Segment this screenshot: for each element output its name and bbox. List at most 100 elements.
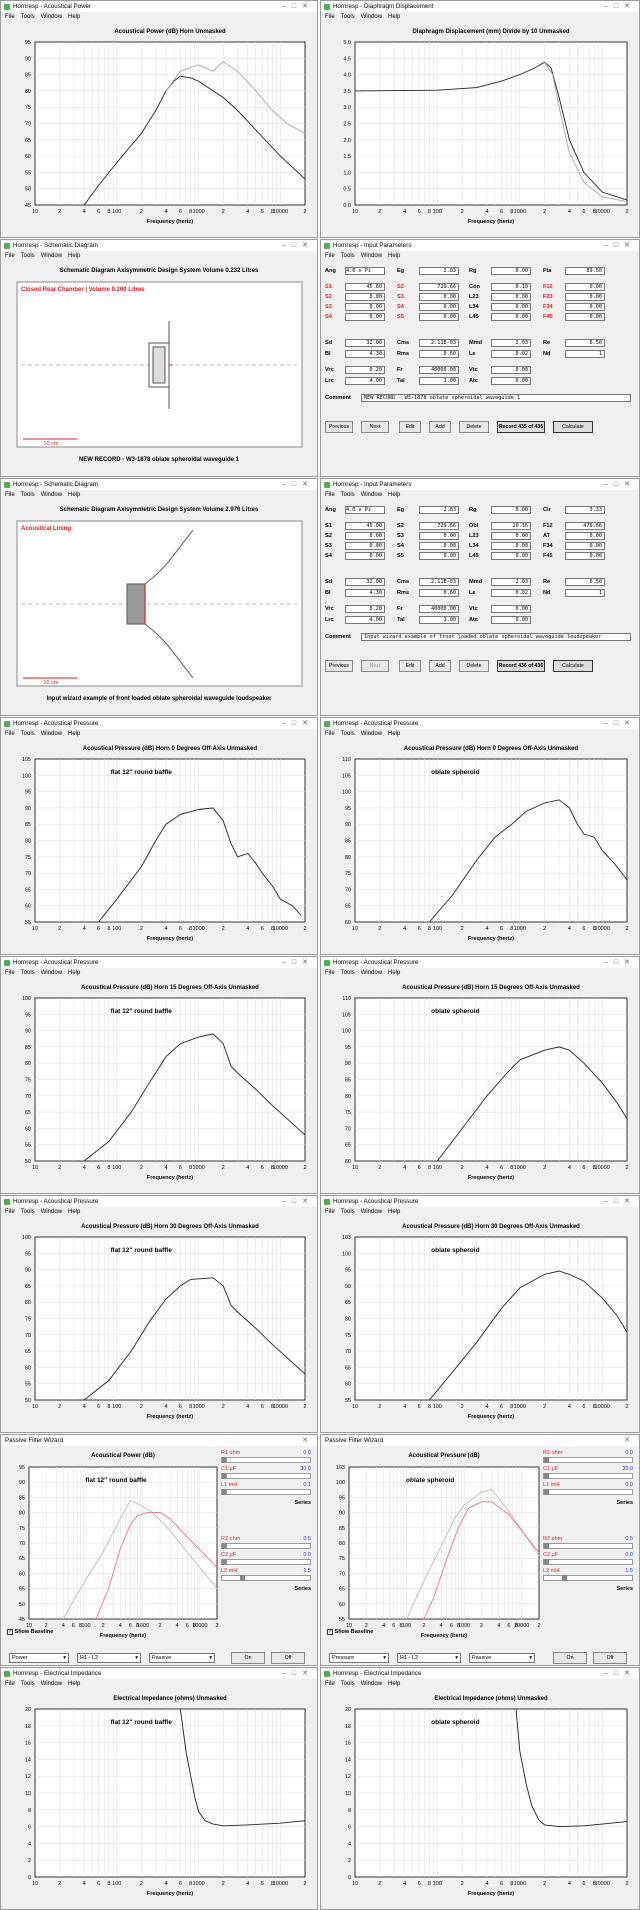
- slider-thumb[interactable]: [222, 1489, 227, 1495]
- param-value-obl[interactable]: 10.16: [491, 522, 531, 530]
- menu-file[interactable]: File: [325, 1209, 335, 1215]
- window-controls[interactable]: –□✕: [604, 1198, 636, 1205]
- param-value-f34[interactable]: 0.00: [565, 303, 605, 311]
- window-controls[interactable]: –□✕: [282, 481, 314, 488]
- param-value-s3[interactable]: 0.00: [345, 303, 385, 311]
- param-value-s3[interactable]: 0.00: [419, 532, 459, 540]
- menu-help[interactable]: Help: [68, 492, 81, 498]
- param-value-le[interactable]: 0.02: [491, 350, 531, 358]
- param-value-s2[interactable]: 729.66: [419, 522, 459, 530]
- menu-tools[interactable]: Tools: [20, 253, 35, 259]
- title-bar[interactable]: Hornresp - Acoustical Pressure –□✕: [321, 957, 639, 968]
- menu-tools[interactable]: Tools: [340, 731, 355, 737]
- menu-help[interactable]: Help: [388, 1209, 401, 1215]
- window-controls[interactable]: –□✕: [604, 959, 636, 966]
- param-value-f12[interactable]: 476.66: [565, 522, 605, 530]
- title-bar[interactable]: Hornresp - Input Parameters –□✕: [321, 479, 639, 490]
- param-value-s5[interactable]: 0.00: [419, 552, 459, 560]
- param-value-f45[interactable]: 0.00: [565, 313, 605, 321]
- filter-param-slider[interactable]: [543, 1559, 633, 1565]
- param-value-s4[interactable]: 0.00: [419, 542, 459, 550]
- param-value-fta[interactable]: 89.50: [565, 267, 605, 275]
- menu-file[interactable]: File: [5, 14, 15, 20]
- title-bar[interactable]: Hornresp - Electrical Impedance –□✕: [321, 1668, 639, 1679]
- edit-button[interactable]: Edit: [399, 660, 421, 672]
- param-value-cms[interactable]: 2.11E-03: [419, 578, 459, 586]
- window-controls[interactable]: –□✕: [604, 481, 636, 488]
- menu-file[interactable]: File: [325, 1681, 335, 1687]
- title-bar[interactable]: Hornresp - Acoustical Power –□✕: [1, 1, 317, 12]
- window-controls[interactable]: –□✕: [282, 720, 314, 727]
- title-bar[interactable]: Hornresp - Electrical Impedance –□✕: [1, 1668, 317, 1679]
- output-type-select[interactable]: Power: [9, 1653, 69, 1663]
- menu-window[interactable]: Window: [40, 731, 63, 737]
- menu-tools[interactable]: Tools: [20, 1209, 35, 1215]
- param-value-s4[interactable]: 0.00: [345, 552, 385, 560]
- filter-param-slider[interactable]: [221, 1543, 311, 1549]
- checkbox[interactable]: ✓: [7, 1629, 13, 1635]
- menu-tools[interactable]: Tools: [340, 1681, 355, 1687]
- param-value-eg[interactable]: 2.83: [419, 506, 459, 514]
- menu-window[interactable]: Window: [40, 1209, 63, 1215]
- menu-window[interactable]: Window: [360, 731, 383, 737]
- param-value-lrc[interactable]: 4.00: [345, 616, 385, 624]
- param-value-l45[interactable]: 0.00: [491, 552, 531, 560]
- menu-window[interactable]: Window: [40, 492, 63, 498]
- title-bar[interactable]: Hornresp - Schematic Diagram –□✕: [1, 479, 317, 490]
- menu-help[interactable]: Help: [68, 1209, 81, 1215]
- menu-window[interactable]: Window: [360, 492, 383, 498]
- param-value-cms[interactable]: 2.11E-03: [419, 339, 459, 347]
- param-value-s4[interactable]: 0.00: [419, 303, 459, 311]
- menu-file[interactable]: File: [5, 970, 15, 976]
- menu-file[interactable]: File: [5, 253, 15, 259]
- param-value-bl[interactable]: 4.30: [345, 589, 385, 597]
- menu-file[interactable]: File: [5, 492, 15, 498]
- param-value-rms[interactable]: 0.60: [419, 350, 459, 358]
- component-range-select[interactable]: R1 - L2: [397, 1653, 461, 1663]
- title-bar[interactable]: Hornresp - Schematic Diagram –□✕: [1, 240, 317, 251]
- param-value-fr[interactable]: 40000.00: [419, 366, 459, 374]
- show-baseline-toggle[interactable]: ✓ Show Baseline: [7, 1629, 53, 1635]
- delete-button[interactable]: Delete: [459, 660, 489, 672]
- show-baseline-toggle[interactable]: ✓ Show Baseline: [327, 1629, 373, 1635]
- menu-tools[interactable]: Tools: [20, 14, 35, 20]
- title-bar[interactable]: Passive Filter Wizard ✕: [1, 1435, 317, 1446]
- menu-tools[interactable]: Tools: [20, 1681, 35, 1687]
- window-controls[interactable]: ✕: [624, 1437, 636, 1444]
- component-range-select[interactable]: R1 - L2: [77, 1653, 141, 1663]
- next-button[interactable]: Next: [361, 660, 389, 672]
- param-value-l34[interactable]: 0.00: [491, 542, 531, 550]
- param-value-s1[interactable]: 45.00: [345, 522, 385, 530]
- slider-thumb[interactable]: [222, 1559, 227, 1565]
- param-value-f34[interactable]: 0.00: [565, 542, 605, 550]
- delete-button[interactable]: Delete: [459, 421, 489, 433]
- add-button[interactable]: Add: [429, 660, 451, 672]
- menu-file[interactable]: File: [5, 1681, 15, 1687]
- window-controls[interactable]: –□✕: [282, 1670, 314, 1677]
- menu-window[interactable]: Window: [40, 970, 63, 976]
- param-value-nd[interactable]: 1: [565, 350, 605, 358]
- menu-help[interactable]: Help: [388, 731, 401, 737]
- title-bar[interactable]: Passive Filter Wizard ✕: [321, 1435, 639, 1446]
- menu-tools[interactable]: Tools: [340, 253, 355, 259]
- param-value-sd[interactable]: 32.00: [345, 578, 385, 586]
- param-value-lrc[interactable]: 4.00: [345, 377, 385, 385]
- menu-help[interactable]: Help: [68, 1681, 81, 1687]
- menu-file[interactable]: File: [325, 731, 335, 737]
- slider-thumb[interactable]: [544, 1489, 549, 1495]
- previous-button[interactable]: Previous: [325, 421, 353, 433]
- off-button[interactable]: Off: [271, 1652, 305, 1664]
- param-value-at[interactable]: 0.00: [565, 532, 605, 540]
- param-value-eg[interactable]: 2.83: [419, 267, 459, 275]
- menu-tools[interactable]: Tools: [340, 492, 355, 498]
- param-value-vrc[interactable]: 0.20: [345, 366, 385, 374]
- filter-param-slider[interactable]: [543, 1489, 633, 1495]
- param-value-fr[interactable]: 40000.00: [419, 605, 459, 613]
- param-value-ang[interactable]: 4.0 x Pi: [345, 267, 385, 275]
- param-value-s2[interactable]: 0.00: [345, 532, 385, 540]
- output-type-select[interactable]: Pressure: [329, 1653, 389, 1663]
- param-value-rms[interactable]: 0.60: [419, 589, 459, 597]
- filter-param-slider[interactable]: [543, 1473, 633, 1479]
- window-controls[interactable]: –□✕: [604, 1670, 636, 1677]
- window-controls[interactable]: –□✕: [282, 959, 314, 966]
